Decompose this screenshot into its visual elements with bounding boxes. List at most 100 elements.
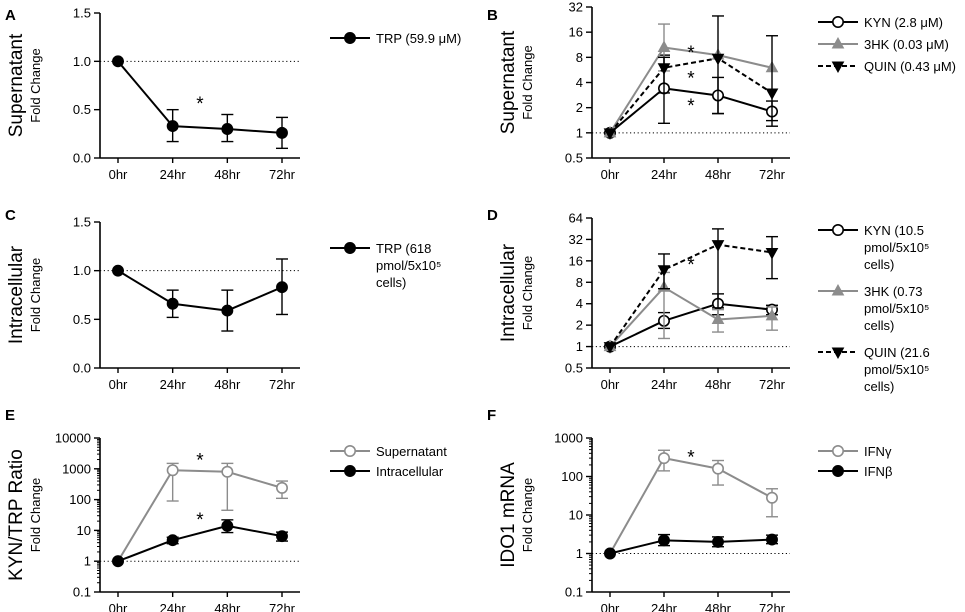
y-tick-label: 100: [561, 469, 583, 484]
y-tick-label: 1: [576, 125, 583, 140]
y-tick-label: 8: [576, 50, 583, 65]
series-1: [604, 533, 778, 560]
series-line: [609, 302, 773, 348]
data-point: [712, 535, 724, 548]
data-point: [275, 481, 288, 494]
y-tick-label: 0.0: [73, 361, 91, 376]
data-point: [276, 126, 288, 139]
significance-star: *: [687, 43, 695, 64]
data-point: [603, 128, 617, 140]
y-tick-label: 4: [576, 75, 583, 90]
y-tick-label: 1: [576, 546, 583, 561]
series-2: [603, 228, 779, 354]
panel-letter: C: [5, 207, 16, 224]
data-point: [166, 464, 179, 477]
legend-label: Supernatant: [376, 444, 447, 459]
x-tick-label: 24hr: [160, 377, 187, 392]
panel-letter: A: [5, 7, 16, 24]
y-tick-label: 1: [84, 554, 91, 569]
y-tick-label: 32: [569, 232, 583, 247]
series-0: [112, 258, 288, 332]
data-point: [112, 264, 124, 277]
x-tick-label: 72hr: [759, 167, 786, 182]
y-tick-label: 10: [569, 508, 583, 523]
y-tick-label: 10000: [55, 431, 91, 446]
y-tick-label: 1.0: [73, 263, 91, 278]
x-tick-label: 72hr: [269, 167, 296, 182]
data-point: [765, 247, 779, 260]
panel-e: E KYN/TRP Ratio Fold Change 0.1 1 10 100 1000 10…: [5, 407, 447, 612]
y-tick-label: 64: [569, 211, 583, 226]
x-tick-label: 24hr: [160, 167, 187, 182]
data-point: [604, 547, 616, 560]
y-tick-label: 0.5: [565, 151, 583, 166]
panel-letter: E: [5, 407, 15, 424]
y-tick-label: 10: [77, 523, 91, 538]
data-point: [166, 120, 179, 133]
y-tick-label: 8: [576, 275, 583, 290]
legend-label: cells): [864, 257, 894, 272]
y-axis-subtitle: Fold Change: [520, 478, 535, 552]
significance-star: *: [196, 510, 204, 531]
legend-marker: [831, 283, 845, 296]
panel-letter: B: [487, 7, 498, 24]
y-tick-label: 2: [576, 100, 583, 115]
series-2: [603, 15, 779, 140]
data-point: [276, 530, 288, 543]
y-tick-label: 0.5: [73, 312, 91, 327]
panel-d: D Intracellular Fold Change 0.5 1 2 4 8 16 32 64 0h…: [487, 207, 930, 394]
y-axis-title: Supernatant: [498, 30, 519, 134]
x-tick-label: 72hr: [759, 601, 786, 612]
series-line: [117, 269, 283, 312]
legend-label: 3HK (0.03 μM): [864, 37, 949, 52]
y-tick-label: 32: [569, 0, 583, 15]
data-point: [711, 312, 725, 325]
y-tick-label: 16: [569, 253, 583, 268]
legend-marker: [344, 465, 356, 477]
legend-label: IFNβ: [864, 464, 892, 479]
series-line: [609, 243, 773, 348]
legend-marker: [831, 15, 844, 28]
series-line: [609, 286, 773, 348]
significance-star: *: [196, 94, 204, 115]
series-line: [117, 524, 283, 563]
panel-letter: D: [487, 207, 498, 224]
legend-label: TRP (59.9 μM): [376, 31, 461, 46]
series-line: [609, 457, 773, 554]
y-tick-label: 0.5: [73, 102, 91, 117]
data-point: [221, 465, 234, 478]
data-point: [765, 88, 779, 100]
x-tick-label: 0hr: [109, 377, 128, 392]
y-axis-subtitle: Fold Change: [28, 258, 43, 332]
x-tick-label: 24hr: [160, 601, 187, 612]
data-point: [112, 55, 124, 68]
data-point: [657, 452, 670, 465]
data-point: [166, 297, 179, 310]
x-tick-label: 0hr: [601, 377, 620, 392]
significance-star: *: [196, 450, 204, 471]
legend-label: cells): [864, 318, 894, 333]
legend-label: Intracellular: [376, 464, 444, 479]
legend-label: cells): [376, 275, 406, 290]
y-axis-title: Supernatant: [6, 33, 27, 137]
legend-marker: [832, 465, 844, 477]
series-line: [117, 469, 283, 562]
y-axis-title: IDO1 mRNA: [498, 462, 519, 568]
x-tick-label: 24hr: [651, 377, 678, 392]
x-tick-label: 72hr: [269, 377, 296, 392]
y-tick-label: 0.1: [73, 585, 91, 600]
y-tick-label: 0.0: [73, 151, 91, 166]
series-line: [609, 57, 773, 134]
x-tick-label: 48hr: [705, 167, 732, 182]
data-point: [657, 265, 671, 277]
y-tick-label: 2: [576, 318, 583, 333]
legend-marker: [831, 444, 844, 457]
series-0: [112, 55, 288, 150]
panel-c: C Intracellular Fold Change 0.0 0.5 1.0 1.5 0hr…: [5, 207, 441, 392]
data-point: [657, 40, 671, 52]
x-tick-label: 48hr: [214, 167, 241, 182]
series-line: [117, 60, 283, 134]
data-point: [658, 534, 670, 547]
legend-label: cells): [864, 379, 894, 394]
